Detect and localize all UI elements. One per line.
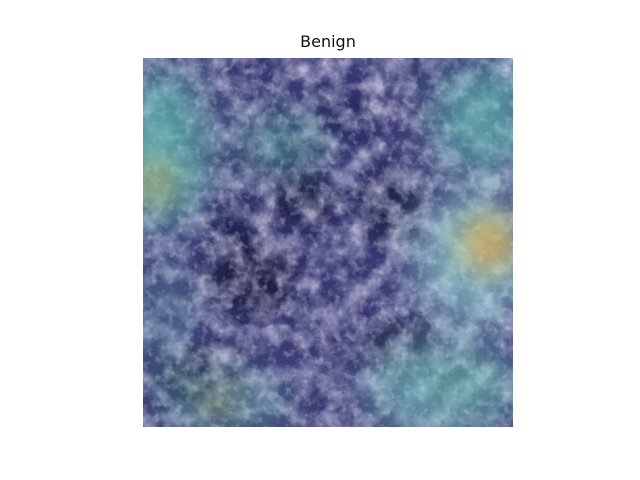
histology-heatmap-image xyxy=(143,58,513,427)
heatmap-overlay-image xyxy=(143,58,513,427)
figure-title: Benign xyxy=(300,32,356,51)
